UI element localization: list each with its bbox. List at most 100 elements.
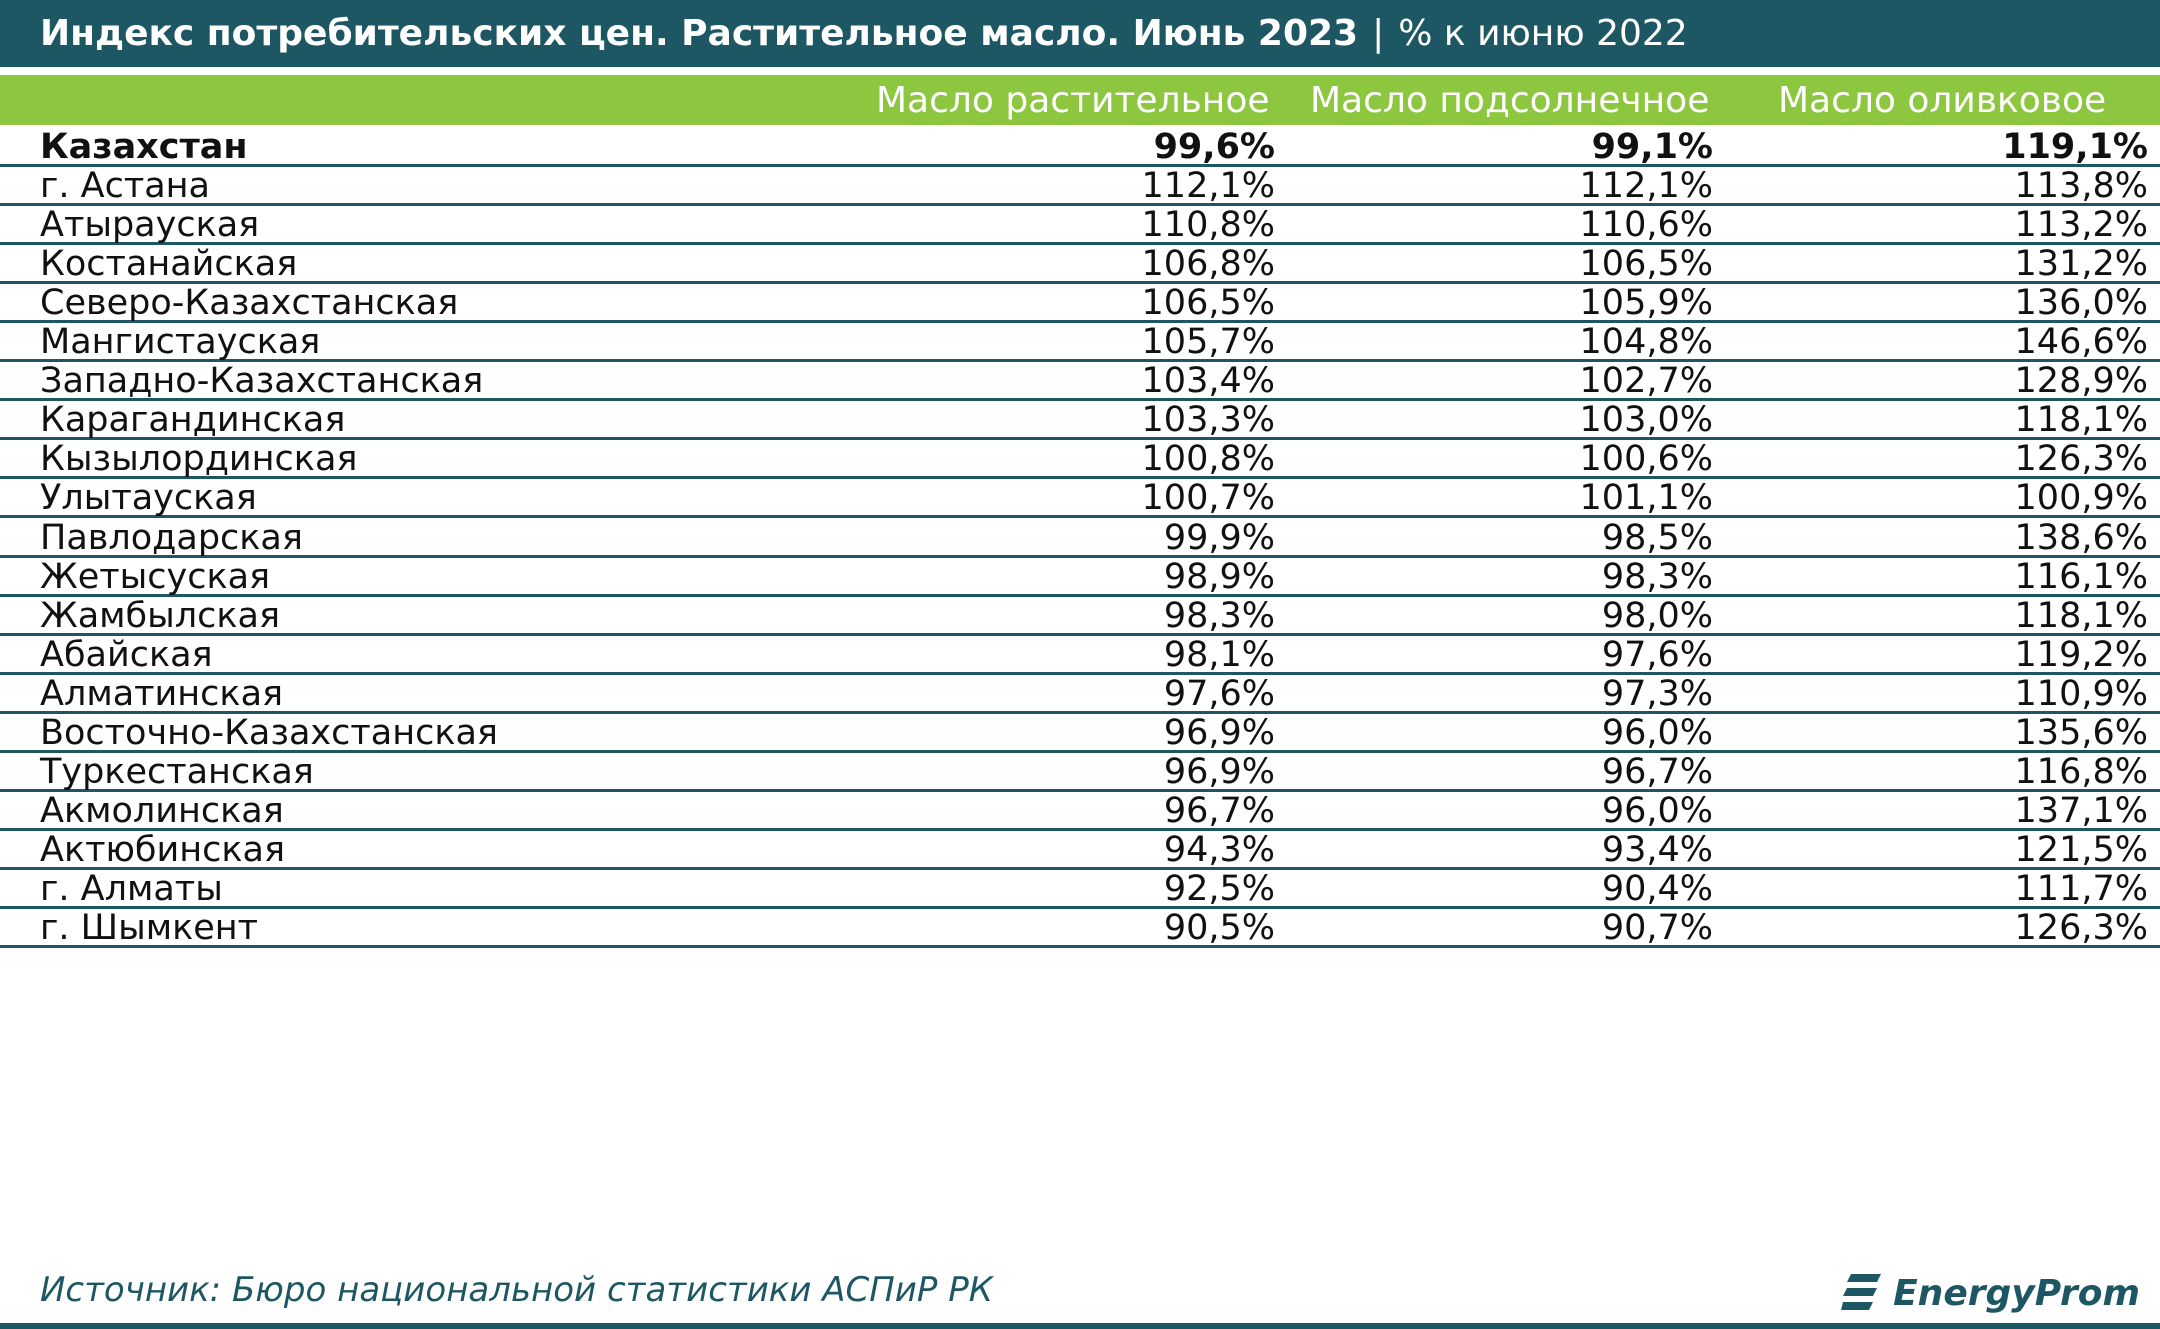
row-region-name: Жамбылская [40,595,281,636]
value-olive-oil: 138,6% [2014,517,2148,558]
value-vegetable-oil: 99,9% [1163,517,1275,558]
value-olive-oil: 121,5% [2014,829,2148,870]
value-sunflower-oil: 101,1% [1579,478,1713,519]
value-vegetable-oil: 96,9% [1163,712,1275,753]
table-row: Мангистауская 105,7% 104,8% 146,6% [0,322,2160,363]
row-region-name: Акмолинская [40,790,284,831]
row-region-name: Павлодарская [40,517,303,558]
table-row: Карагандинская 103,3% 103,0% 118,1% [0,400,2160,441]
value-olive-oil: 131,2% [2014,244,2148,285]
title-separator: | [1372,13,1385,54]
value-olive-oil: 116,1% [2014,556,2148,597]
row-region-name: Костанайская [40,244,298,285]
value-vegetable-oil: 98,9% [1163,556,1275,597]
value-olive-oil: 118,1% [2014,595,2148,636]
value-vegetable-oil: 103,3% [1141,400,1275,441]
row-region-name: Кызылординская [40,439,358,480]
value-vegetable-oil: 98,3% [1163,595,1275,636]
value-sunflower-oil: 100,6% [1579,439,1713,480]
value-olive-oil: 119,2% [2014,634,2148,675]
value-olive-oil: 126,3% [2014,908,2148,948]
energyprom-logo-icon [1841,1274,1882,1310]
value-vegetable-oil: 94,3% [1163,829,1275,870]
row-region-name: Мангистауская [40,322,321,363]
value-sunflower-oil: 96,7% [1601,751,1713,792]
value-olive-oil: 100,9% [2014,478,2148,519]
table-row: Акмолинская 96,7% 96,0% 137,1% [0,792,2160,831]
column-header-bar: Масло растительное Масло подсолнечное Ма… [0,75,2160,125]
value-olive-oil: 113,2% [2014,205,2148,246]
value-sunflower-oil: 98,3% [1601,556,1713,597]
value-sunflower-oil: 97,3% [1601,673,1713,714]
table-row: Алматинская 97,6% 97,3% 110,9% [0,675,2160,714]
value-sunflower-oil: 96,0% [1601,790,1713,831]
value-vegetable-oil: 92,5% [1163,868,1275,909]
table-row: Актюбинская 94,3% 93,4% 121,5% [0,831,2160,870]
value-olive-oil: 136,0% [2014,283,2148,324]
value-vegetable-oil: 106,8% [1141,244,1275,285]
value-sunflower-oil: 90,7% [1601,908,1713,948]
table-row: Абайская 98,1% 97,6% 119,2% [0,636,2160,675]
row-region-name: Атырауская [40,205,260,246]
row-region-name: Жетысуская [40,556,271,597]
table-row: Западно-Казахстанская 103,4% 102,7% 128,9% [0,361,2160,402]
value-sunflower-oil: 103,0% [1579,400,1713,441]
value-vegetable-oil: 110,8% [1141,205,1275,246]
column-header-sunflower-oil: Масло подсолнечное [1310,80,1710,121]
page-subtitle: % к июню 2022 [1398,13,1688,54]
row-region-name: Алматинская [40,673,284,714]
value-sunflower-oil: 96,0% [1601,712,1713,753]
value-vegetable-oil: 97,6% [1163,673,1275,714]
value-sunflower-oil: 90,4% [1601,868,1713,909]
table-row: Жетысуская 98,9% 98,3% 116,1% [0,556,2160,597]
value-olive-oil: 128,9% [2014,361,2148,402]
table-row: Атырауская 110,8% 110,6% 113,2% [0,205,2160,246]
table-row: Северо-Казахстанская 106,5% 105,9% 136,0% [0,283,2160,324]
value-sunflower-oil: 97,6% [1601,634,1713,675]
table-row: Жамбылская 98,3% 98,0% 118,1% [0,597,2160,636]
value-sunflower-oil: 98,5% [1601,517,1713,558]
value-sunflower-oil: 110,6% [1579,205,1713,246]
footer: Источник: Бюро национальной статистики А… [0,1262,2160,1329]
value-olive-oil: 113,8% [2014,166,2148,207]
value-sunflower-oil: 104,8% [1579,322,1713,363]
table-row: Павлодарская 99,9% 98,5% 138,6% [0,517,2160,558]
row-region-name: Казахстан [40,127,248,167]
table-row: Туркестанская 96,9% 96,7% 116,8% [0,753,2160,792]
table-row: Кызылординская 100,8% 100,6% 126,3% [0,439,2160,480]
row-region-name: Туркестанская [40,751,314,792]
value-vegetable-oil: 105,7% [1141,322,1275,363]
value-olive-oil: 126,3% [2014,439,2148,480]
row-region-name: Западно-Казахстанская [40,361,484,402]
value-vegetable-oil: 99,6% [1153,127,1275,167]
value-sunflower-oil: 93,4% [1601,829,1713,870]
source-note: Источник: Бюро национальной статистики А… [40,1270,993,1310]
value-olive-oil: 111,7% [2014,868,2148,909]
brand: EnergyProm [1841,1270,2140,1316]
value-vegetable-oil: 90,5% [1163,908,1275,948]
value-sunflower-oil: 106,5% [1579,244,1713,285]
value-vegetable-oil: 100,8% [1141,439,1275,480]
row-region-name: г. Астана [40,166,210,207]
value-vegetable-oil: 106,5% [1141,283,1275,324]
bottom-rule [0,1323,2160,1329]
value-olive-oil: 137,1% [2014,790,2148,831]
value-olive-oil: 135,6% [2014,712,2148,753]
value-vegetable-oil: 112,1% [1141,166,1275,207]
value-olive-oil: 116,8% [2014,751,2148,792]
value-sunflower-oil: 102,7% [1579,361,1713,402]
column-header-olive-oil: Масло оливковое [1778,80,2107,121]
value-olive-oil: 118,1% [2014,400,2148,441]
table-row: г. Шымкент 90,5% 90,7% 126,3% [0,908,2160,949]
table-row: Костанайская 106,8% 106,5% 131,2% [0,244,2160,285]
row-region-name: г. Алматы [40,868,223,909]
row-region-name: г. Шымкент [40,908,259,948]
title-gap [0,67,2160,75]
value-vegetable-oil: 98,1% [1163,634,1275,675]
table-row-total: Казахстан 99,6% 99,1% 119,1% [0,127,2160,168]
value-sunflower-oil: 99,1% [1591,127,1713,167]
value-sunflower-oil: 105,9% [1579,283,1713,324]
value-vegetable-oil: 103,4% [1141,361,1275,402]
table-row: г. Астана 112,1% 112,1% 113,8% [0,166,2160,207]
value-vegetable-oil: 96,9% [1163,751,1275,792]
